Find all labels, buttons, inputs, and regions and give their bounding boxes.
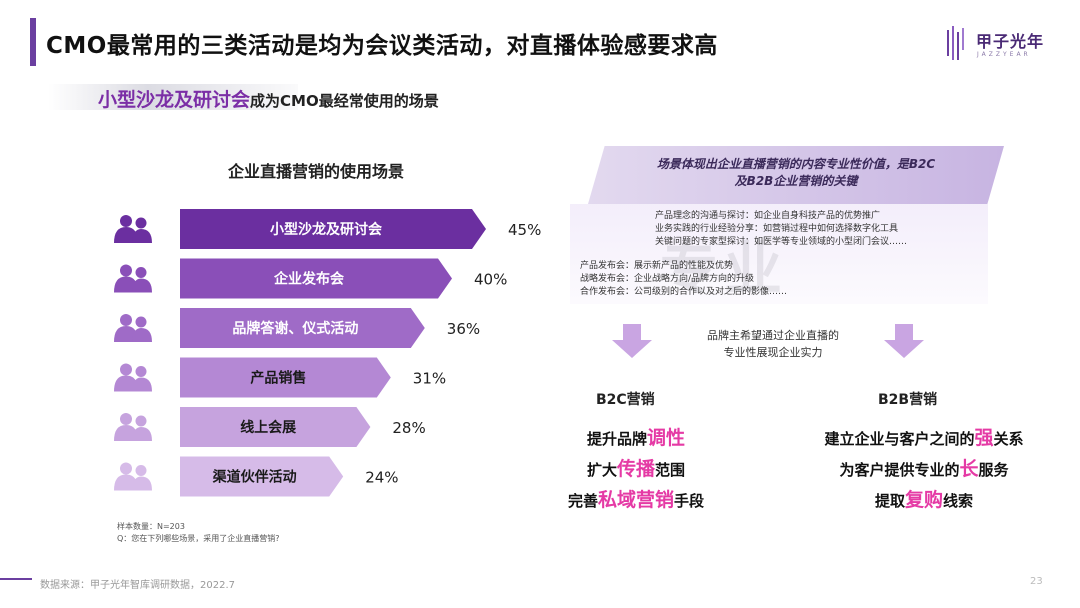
- value-label: 45%: [508, 221, 541, 239]
- value-label: 28%: [392, 419, 425, 437]
- page-number: 23: [1030, 576, 1043, 587]
- subtitle-highlight: 小型沙龙及研讨会: [98, 89, 251, 111]
- bar: [180, 407, 371, 447]
- list-item: 合作发布会：公司级别的合作以及对之后的影像……: [580, 287, 788, 297]
- b2b-point-3: 提取复购线索: [874, 489, 974, 511]
- b2b-point-1: 建立企业与客户之间的强关系: [824, 427, 1024, 449]
- arrow-note: 品牌主希望通过企业直播的 专业性展现企业实力: [690, 327, 856, 361]
- people-icon: [114, 314, 152, 342]
- question-note: Q：您在下列哪些场景，采用了企业直播营销?: [117, 534, 280, 543]
- arrow-note-line-1: 品牌主希望通过企业直播的: [707, 329, 839, 342]
- value-label: 40%: [474, 271, 507, 289]
- people-icon: [114, 462, 152, 491]
- subtitle-band: [48, 84, 298, 110]
- category-label: 小型沙龙及研讨会: [270, 221, 383, 238]
- b2c-point-3: 完善私域营销手段: [567, 489, 705, 511]
- banner-line-1: 场景体现出企业直播营销的内容专业性价值，是B2C: [656, 157, 936, 171]
- banner-line-2: 及B2B企业营销的关键: [734, 174, 858, 188]
- category-label: 品牌答谢、仪式活动: [232, 320, 358, 337]
- insight-banner-text: 场景体现出企业直播营销的内容专业性价值，是B2C 及B2B企业营销的关键: [588, 156, 1004, 190]
- list-item: 业务实践的行业经验分享：如营销过程中如何选择数字化工具: [655, 224, 899, 234]
- list-item: 战略发布会：企业战略方向/品牌方向的升级: [580, 274, 755, 284]
- category-label: 企业发布会: [273, 271, 345, 288]
- down-arrow-icon: [884, 324, 924, 358]
- people-icon: [114, 363, 152, 392]
- category-label: 线上会展: [240, 419, 296, 436]
- category-label: 渠道伙伴活动: [212, 469, 297, 486]
- bar: [180, 258, 452, 299]
- launch-scenario-list: 产品发布会：展示新产品的性能及优势 战略发布会：企业战略方向/品牌方向的升级 合…: [580, 260, 787, 299]
- list-item: 产品发布会：展示新产品的性能及优势: [580, 261, 734, 271]
- sample-size-note: 样本数量：N=203: [117, 522, 185, 531]
- bar: [180, 308, 425, 348]
- scenario-detail-box: [570, 204, 988, 304]
- b2b-points: 建立企业与客户之间的强关系 为客户提供专业的长服务 提取复购线索: [800, 423, 1048, 516]
- b2c-points: 提升品牌调性 扩大传播范围 完善私域营销手段: [548, 423, 724, 516]
- watermark-text: 专业: [660, 235, 789, 303]
- page-title: CMO最常用的三类活动是均为会议类活动，对直播体验感要求高: [46, 33, 718, 59]
- logo-subtext: JAZZYEAR: [977, 51, 1031, 58]
- bar: [180, 209, 486, 249]
- list-item: 关键问题的专家型探讨：如医学等专业领域的小型闭门会议……: [655, 237, 908, 247]
- usage-scenario-bar-chart: 小型沙龙及研讨会 45% 企业发布会 40% 品牌答谢、仪式活动 36% 产品销售 31% 线上…: [114, 209, 541, 497]
- arrow-note-line-2: 专业性展现企业实力: [723, 346, 823, 359]
- insight-banner: 场景体现出企业直播营销的内容专业性价值，是B2C 及B2B企业营销的关键: [588, 146, 1004, 204]
- category-label: 产品销售: [250, 370, 306, 387]
- b2c-title: B2C营销: [596, 392, 655, 408]
- people-icon: [114, 264, 152, 293]
- brand-logo: 甲子光年 JAZZYEAR: [946, 24, 1056, 68]
- b2b-title: B2B营销: [878, 392, 938, 408]
- b2c-point-2: 扩大传播范围: [586, 458, 686, 480]
- people-icon: [114, 413, 152, 441]
- subtitle: 小型沙龙及研讨会成为CMO最经常使用的场景: [98, 85, 439, 112]
- people-icon: [114, 215, 152, 243]
- bar: [180, 357, 391, 398]
- logo-bars-icon: [947, 26, 964, 60]
- data-source: 数据来源：甲子光年智库调研数据，2022.7: [40, 580, 235, 591]
- b2c-point-1: 提升品牌调性: [586, 427, 686, 449]
- value-label: 36%: [447, 320, 480, 338]
- bar: [180, 456, 344, 497]
- footer-accent-line: [0, 578, 32, 580]
- value-label: 24%: [365, 469, 398, 487]
- title-accent-bar: [30, 18, 36, 66]
- value-label: 31%: [413, 370, 446, 388]
- chart-title: 企业直播营销的使用场景: [228, 162, 405, 181]
- list-item: 产品理念的沟通与探讨：如企业自身科技产品的优势推广: [655, 211, 881, 221]
- b2b-point-2: 为客户提供专业的长服务: [839, 458, 1009, 480]
- down-arrow-icon: [612, 324, 652, 358]
- salon-scenario-list: 产品理念的沟通与探讨：如企业自身科技产品的优势推广 业务实践的行业经验分享：如营…: [655, 210, 907, 249]
- subtitle-rest: 成为CMO最经常使用的场景: [250, 92, 439, 110]
- logo-text: 甲子光年: [976, 32, 1045, 51]
